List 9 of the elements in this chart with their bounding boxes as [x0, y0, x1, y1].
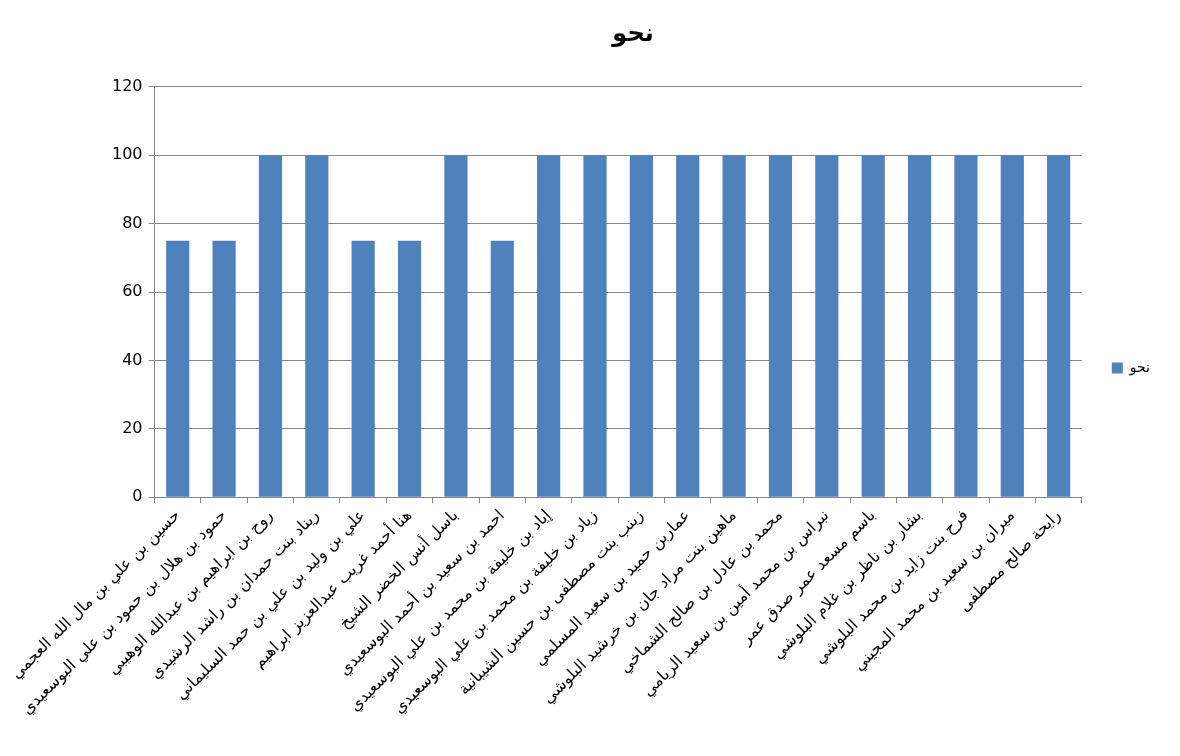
- legend-label: نحو: [1128, 358, 1151, 376]
- y-tick-label: 80: [122, 212, 143, 232]
- y-tick-label: 20: [122, 418, 143, 438]
- y-tick-label: 40: [122, 349, 143, 369]
- chart-title: نحو: [611, 18, 654, 47]
- y-tick-label: 120: [111, 75, 143, 95]
- y-tick-label: 0: [132, 486, 143, 506]
- y-tick-label: 100: [111, 144, 143, 164]
- y-tick-label: 60: [122, 281, 143, 301]
